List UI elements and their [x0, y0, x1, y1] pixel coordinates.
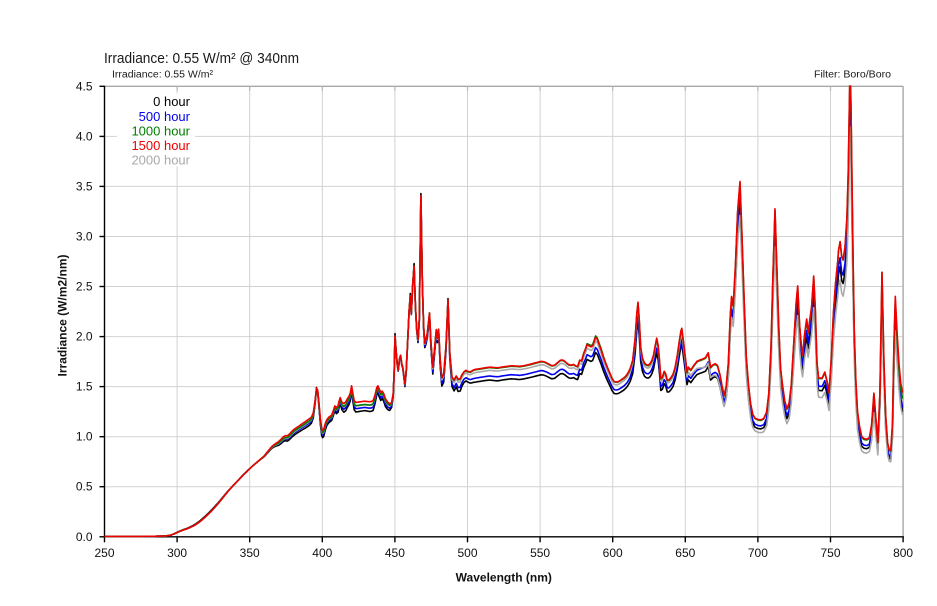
svg-text:500 hour: 500 hour — [139, 109, 191, 124]
svg-text:400: 400 — [312, 546, 332, 560]
svg-text:700: 700 — [748, 546, 768, 560]
svg-text:0 hour: 0 hour — [153, 94, 191, 109]
svg-text:1000 hour: 1000 hour — [131, 123, 190, 138]
svg-text:Filter: Boro/Boro: Filter: Boro/Boro — [814, 70, 891, 81]
svg-text:250: 250 — [94, 546, 114, 560]
svg-text:4.5: 4.5 — [76, 79, 93, 93]
svg-text:0.5: 0.5 — [76, 480, 93, 494]
svg-text:750: 750 — [820, 546, 840, 560]
svg-text:0.0: 0.0 — [76, 530, 93, 544]
svg-text:800: 800 — [893, 546, 913, 560]
svg-text:1500 hour: 1500 hour — [131, 138, 190, 153]
svg-text:450: 450 — [385, 546, 405, 560]
svg-text:500: 500 — [457, 546, 477, 560]
svg-text:1.5: 1.5 — [76, 380, 93, 394]
svg-text:3.0: 3.0 — [76, 230, 93, 244]
svg-text:2.0: 2.0 — [76, 330, 93, 344]
svg-text:Wavelength (nm): Wavelength (nm) — [456, 571, 552, 585]
svg-text:Irradiance (W/m2/nm): Irradiance (W/m2/nm) — [56, 254, 70, 376]
svg-text:350: 350 — [240, 546, 260, 560]
svg-text:300: 300 — [167, 546, 187, 560]
svg-text:Irradiance: 0.55 W/m² @ 340nm: Irradiance: 0.55 W/m² @ 340nm — [104, 51, 299, 67]
svg-text:2000 hour: 2000 hour — [131, 152, 190, 167]
svg-text:550: 550 — [530, 546, 550, 560]
svg-text:600: 600 — [603, 546, 623, 560]
svg-text:Irradiance: 0.55 W/m²: Irradiance: 0.55 W/m² — [112, 70, 214, 81]
svg-text:650: 650 — [675, 546, 695, 560]
svg-text:2.5: 2.5 — [76, 280, 93, 294]
svg-text:1.0: 1.0 — [76, 430, 93, 444]
svg-text:3.5: 3.5 — [76, 179, 93, 193]
svg-text:4.0: 4.0 — [76, 129, 93, 143]
